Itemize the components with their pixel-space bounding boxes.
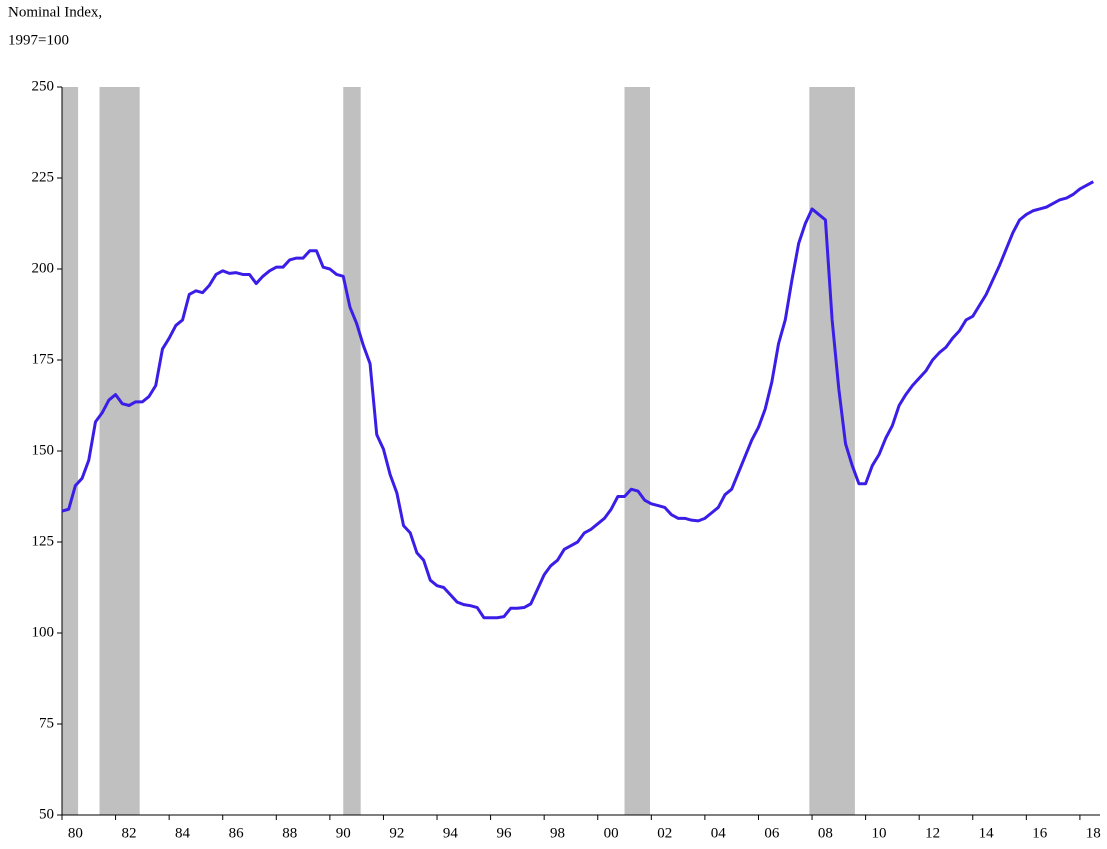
y-tick-label: 75 — [39, 715, 54, 731]
x-tick-label: 18 — [1086, 825, 1101, 841]
recession-band — [62, 87, 79, 815]
x-tick-label: 16 — [1032, 825, 1048, 841]
x-tick-label: 80 — [68, 825, 83, 841]
y-tick-label: 200 — [32, 260, 55, 276]
x-tick-label: 02 — [657, 825, 672, 841]
y-tick-label: 125 — [32, 533, 55, 549]
x-tick-label: 82 — [121, 825, 136, 841]
y-axis-label: 1997=100 — [8, 32, 69, 48]
y-tick-label: 175 — [32, 351, 55, 367]
x-tick-label: 86 — [229, 825, 245, 841]
y-tick-label: 150 — [32, 442, 55, 458]
x-tick-label: 10 — [872, 825, 887, 841]
x-tick-label: 04 — [711, 825, 727, 841]
x-tick-label: 98 — [550, 825, 565, 841]
x-tick-label: 12 — [925, 825, 940, 841]
x-tick-label: 06 — [764, 825, 780, 841]
x-tick-label: 88 — [282, 825, 297, 841]
recession-band — [624, 87, 650, 815]
data-line — [61, 180, 1095, 620]
x-tick-label: 08 — [818, 825, 833, 841]
x-tick-label: 90 — [336, 825, 351, 841]
recession-band — [99, 87, 140, 815]
x-tick-label: 00 — [604, 825, 619, 841]
y-tick-label: 250 — [32, 78, 55, 94]
x-tick-label: 14 — [979, 825, 995, 841]
x-tick-label: 84 — [175, 825, 191, 841]
y-tick-label: 225 — [32, 169, 55, 185]
x-tick-label: 96 — [496, 825, 512, 841]
recession-band — [343, 87, 361, 815]
y-tick-label: 50 — [39, 806, 54, 822]
x-tick-label: 94 — [443, 825, 459, 841]
y-tick-label: 100 — [32, 624, 55, 640]
x-tick-label: 92 — [389, 825, 404, 841]
y-axis-label: Nominal Index, — [8, 4, 102, 20]
